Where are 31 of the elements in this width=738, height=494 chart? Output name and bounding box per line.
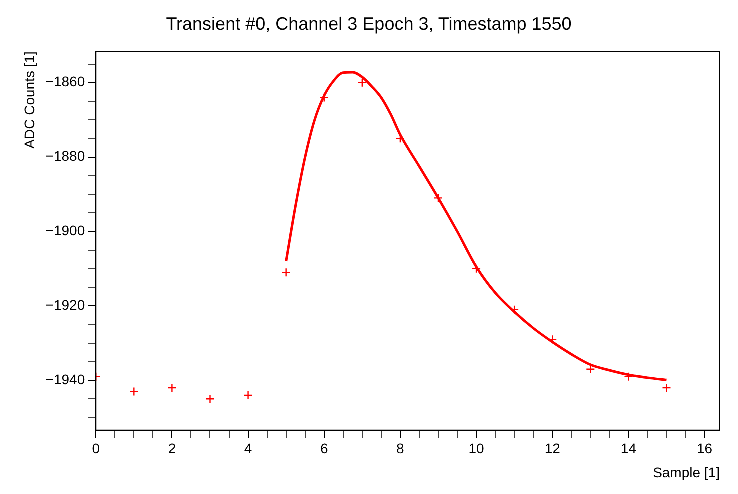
point	[244, 390, 253, 400]
x-tick-label: 14	[620, 440, 637, 457]
y-tick-label: −1940	[46, 371, 86, 388]
point	[586, 364, 596, 374]
chart-title: Transient #0, Channel 3 Epoch 3, Timestamp 1550	[166, 14, 572, 34]
y-tick-label: −1880	[46, 148, 86, 164]
y-tick-label: −1900	[46, 222, 86, 239]
x-tick-label: 16	[696, 440, 713, 457]
x-axis-title: Sample [1]	[653, 464, 720, 480]
point	[282, 268, 291, 278]
point	[358, 78, 368, 88]
x-tick-label: 4	[244, 440, 252, 457]
point	[662, 383, 672, 393]
point	[130, 387, 139, 396]
x-tick-label: 6	[320, 440, 328, 457]
y-tick-label: −1920	[46, 296, 86, 313]
x-tick-label: 8	[396, 440, 405, 457]
point	[510, 305, 520, 314]
x-tick-label: 2	[168, 440, 176, 457]
point	[434, 194, 444, 203]
point	[624, 372, 634, 382]
point	[168, 383, 177, 393]
point	[206, 394, 215, 404]
x-tick-label: 12	[544, 440, 561, 457]
line-series	[285, 71, 668, 382]
x-tick-label: 0	[92, 440, 100, 457]
y-tick-label: −1860	[46, 74, 86, 90]
x-tick-label: 10	[468, 440, 485, 457]
point	[320, 93, 329, 102]
point	[472, 264, 482, 274]
y-axis-title: ADC Counts [1]	[21, 52, 38, 149]
